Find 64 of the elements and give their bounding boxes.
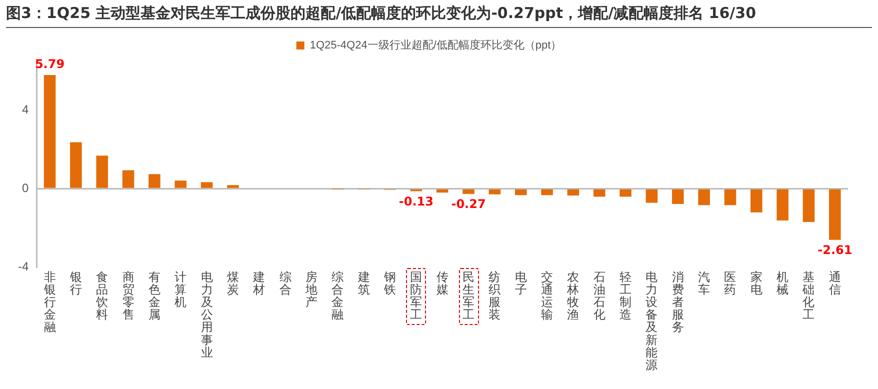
data-label: 5.79 — [34, 57, 65, 72]
x-tick-label: 石油石化 — [593, 270, 606, 322]
bar — [174, 180, 187, 188]
x-tick-label: 综合金融 — [332, 270, 344, 322]
x-tick-label: 传媒 — [436, 270, 448, 296]
x-tick-label: 家电 — [750, 270, 762, 296]
y-tick-label: -4 — [18, 260, 29, 274]
x-tick-label: 银行 — [68, 270, 82, 296]
x-tick-label: 建材 — [252, 270, 266, 296]
bar — [567, 189, 580, 196]
bar — [70, 142, 82, 188]
x-tick-label: 计算机 — [174, 270, 187, 310]
bar — [698, 189, 710, 206]
x-tick-label: 有色金属 — [148, 270, 160, 322]
bar — [122, 170, 134, 188]
bar — [488, 189, 501, 194]
bar — [227, 185, 239, 188]
data-label: -2.61 — [818, 243, 852, 258]
x-tick-label: 基础化工 — [802, 270, 815, 322]
bar — [44, 74, 56, 188]
bar — [776, 189, 788, 220]
x-tick-label: 建筑 — [356, 270, 370, 296]
y-tick-label: 4 — [22, 102, 29, 116]
bar — [620, 189, 632, 197]
x-tick-label: 电力设备及新能源 — [646, 270, 658, 372]
bar — [829, 189, 841, 240]
x-tick-label: 民生军工 — [462, 270, 475, 322]
bar — [646, 189, 658, 203]
bar — [96, 156, 108, 188]
data-label: -0.27 — [451, 197, 486, 212]
bar — [200, 182, 213, 188]
x-tick-label: 汽车 — [698, 270, 710, 296]
bar — [462, 189, 474, 194]
x-tick-label: 机械 — [776, 270, 789, 296]
x-tick-label: 电力及公用事业 — [200, 270, 213, 360]
x-tick-label: 钢铁 — [382, 270, 396, 296]
x-tick-label: 综合 — [279, 270, 292, 296]
x-tick-label: 煤炭 — [226, 270, 239, 296]
chart-title: 图3：1Q25 主动型基金对民生军工成份股的超配/低配幅度的环比变化为-0.27ppt，增配/减配幅度排名 16/30 — [6, 4, 872, 28]
x-tick-label: 医药 — [724, 270, 736, 296]
x-tick-label: 轻工制造 — [620, 270, 632, 322]
x-tick-label: 电子 — [514, 270, 527, 296]
x-tick-label: 交通运输 — [541, 270, 554, 322]
bar — [802, 189, 815, 222]
x-tick-label: 农林牧渔 — [566, 270, 580, 322]
data-label: -0.13 — [398, 194, 434, 208]
x-tick-label: 食品饮料 — [95, 270, 108, 322]
x-tick-label: 商贸零售 — [122, 270, 134, 322]
bar — [514, 189, 527, 196]
bar — [541, 189, 553, 196]
bar — [436, 189, 448, 193]
y-tick-label: 0 — [22, 180, 29, 195]
bar — [672, 189, 684, 204]
x-tick-label: 非银行金融 — [42, 270, 56, 334]
x-tick-label: 纺织服装 — [488, 270, 501, 322]
bar — [724, 189, 736, 206]
bar — [148, 174, 160, 188]
bar — [750, 189, 762, 212]
bar — [593, 189, 606, 197]
x-tick-label: 房地产 — [304, 270, 318, 310]
x-tick-label: 消费者服务 — [672, 270, 684, 334]
x-tick-label: 国防军工 — [410, 270, 422, 322]
x-tick-label: 通信 — [828, 270, 841, 296]
legend-label: 1Q25-4Q24一级行业超配/低配幅度环比变化（ppt） — [310, 38, 562, 52]
